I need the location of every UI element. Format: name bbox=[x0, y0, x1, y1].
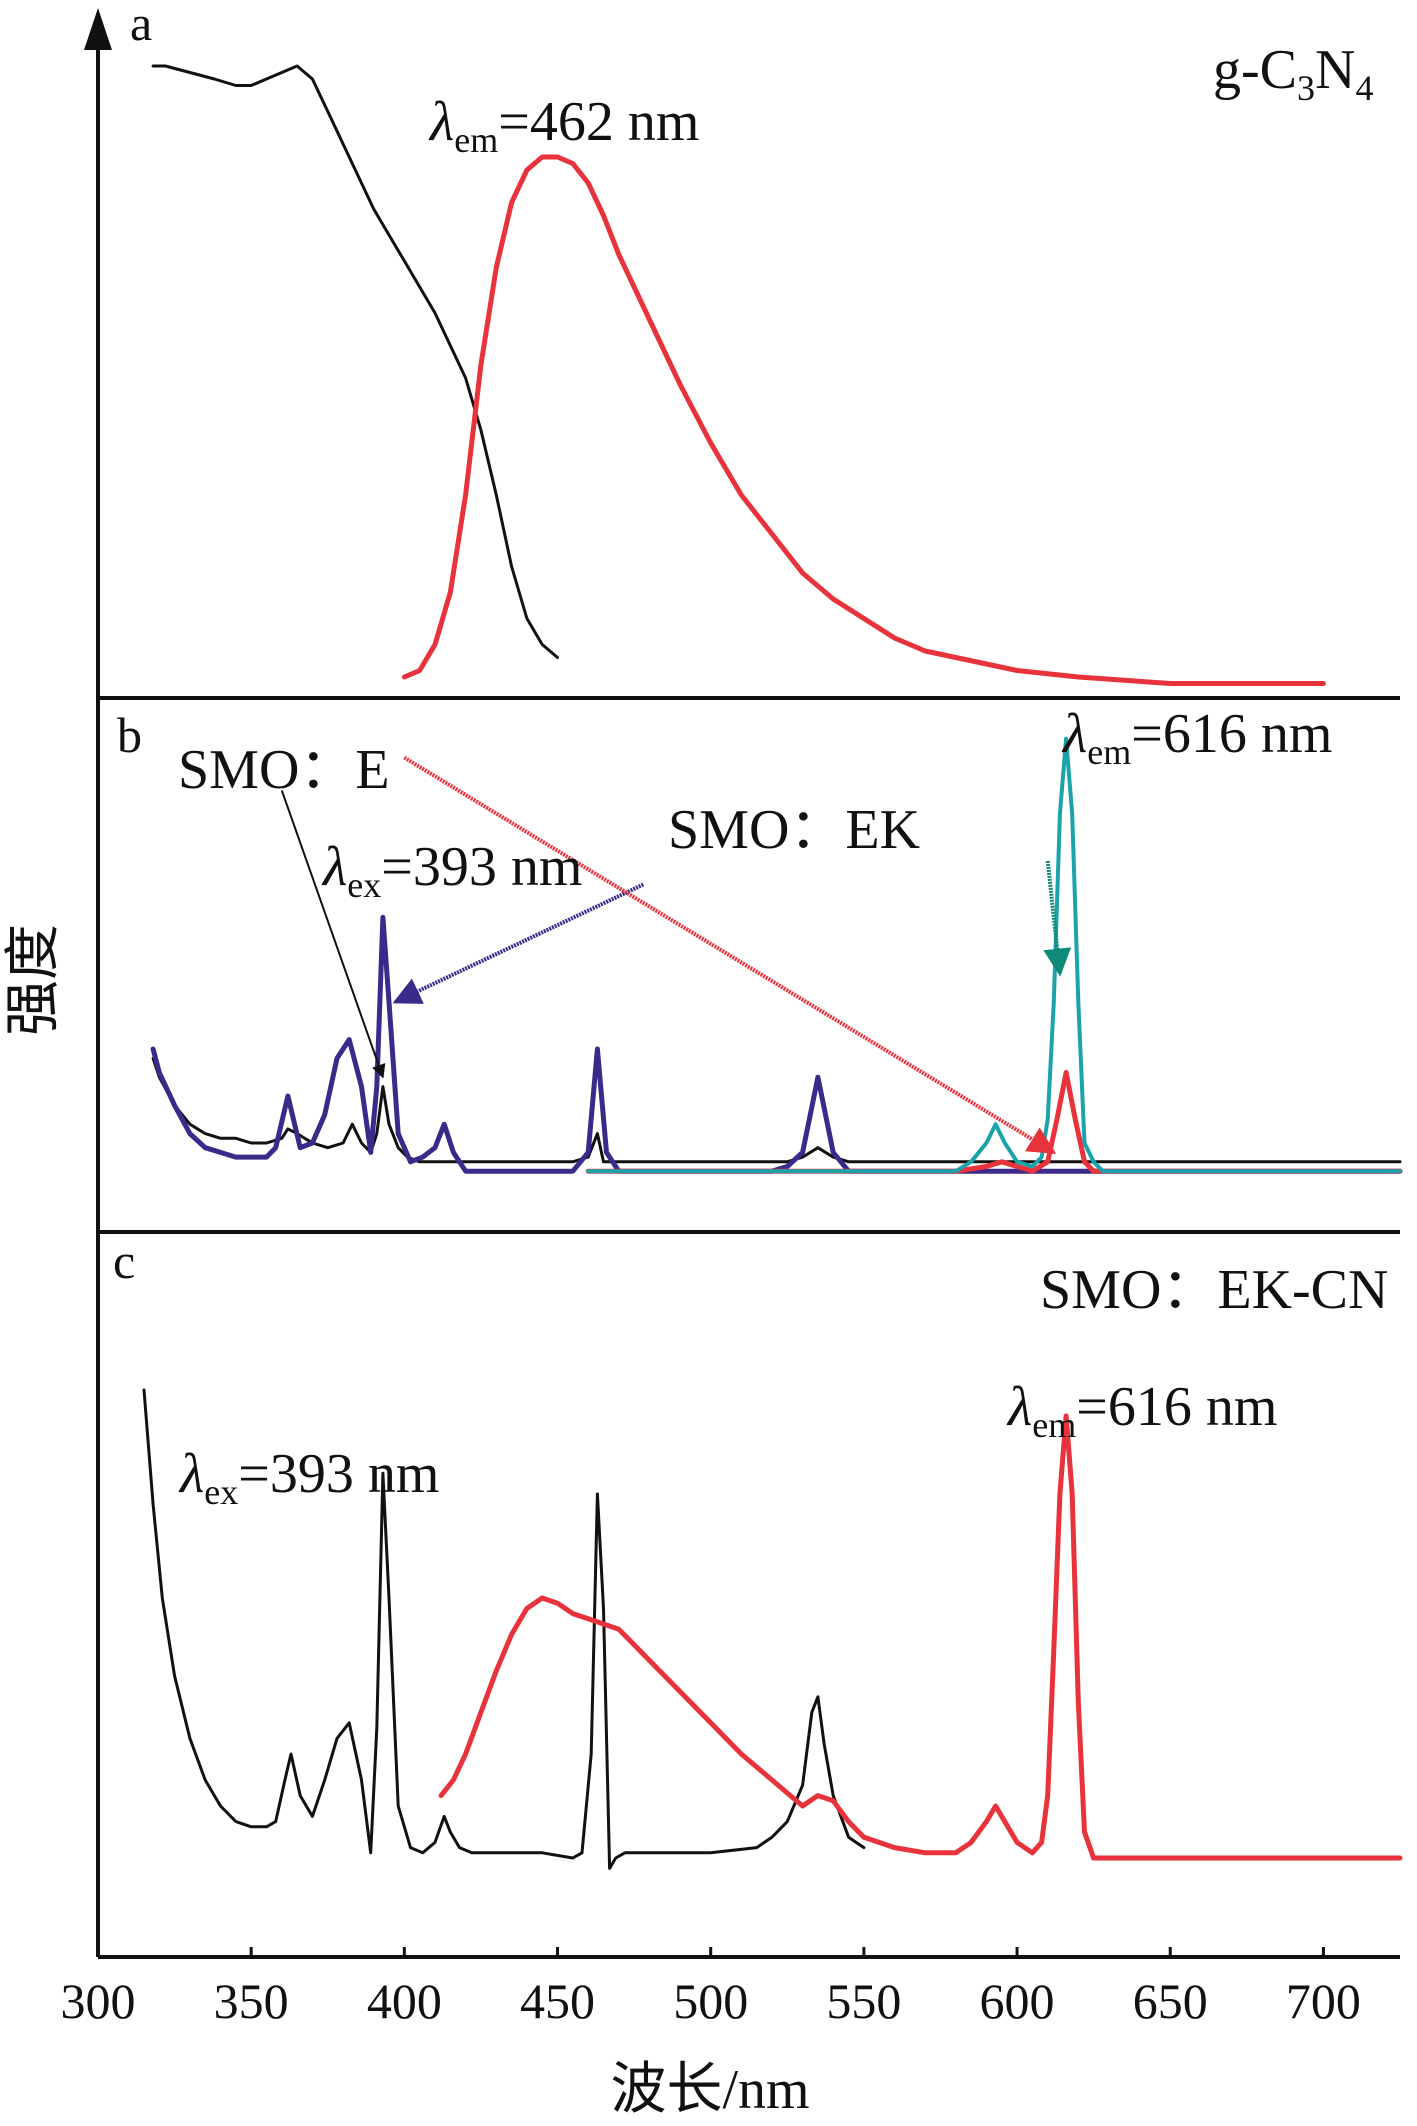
panel-a-sample-label: g-C3N4 bbox=[1213, 39, 1373, 108]
series-line-c-black bbox=[142, 1388, 866, 1870]
x-tick-label-350: 350 bbox=[214, 1973, 289, 2029]
panel-c-ex-annotation: λex=393 nm bbox=[178, 1443, 439, 1512]
series-line-b-red bbox=[585, 1070, 1403, 1174]
panel-c-em-annotation: λem=616 nm bbox=[1006, 1376, 1277, 1445]
x-tick-label-550: 550 bbox=[826, 1973, 901, 2029]
y-axis-title: 强度 bbox=[3, 924, 65, 1036]
x-tick-label-700: 700 bbox=[1286, 1973, 1361, 2029]
series-line-c-red bbox=[438, 1413, 1403, 1861]
panel-b-smo-e-label: SMO：E bbox=[178, 739, 390, 801]
y-axis-arrow-icon bbox=[84, 8, 112, 50]
series-line-b-black bbox=[151, 1056, 1402, 1164]
panel-letter-a: a bbox=[130, 0, 152, 51]
x-tick-label-500: 500 bbox=[673, 1973, 748, 2029]
x-axis-title: 波长/nm bbox=[610, 2059, 809, 2121]
series-line-b-teal bbox=[586, 736, 1402, 1174]
panel-letter-b: b bbox=[117, 707, 142, 763]
series-layer bbox=[142, 64, 1403, 1870]
arrow-layer bbox=[280, 755, 1072, 1155]
series-line-a-black bbox=[151, 64, 559, 659]
x-tick-label-650: 650 bbox=[1133, 1973, 1208, 2029]
annotation-arrow-b-green bbox=[1043, 860, 1072, 977]
x-tick-layer: 300 350 400 450 500 550 600 650 700 bbox=[61, 1947, 1361, 2029]
panel-c-sample-label: SMO：EK-CN bbox=[1040, 1259, 1388, 1321]
x-tick-label-450: 450 bbox=[520, 1973, 595, 2029]
annotation-arrow-b-purple bbox=[392, 882, 645, 1004]
series-line-a-red bbox=[401, 154, 1326, 686]
panel-b-smo-ek-label: SMO：EK bbox=[668, 799, 920, 861]
x-tick-label-400: 400 bbox=[367, 1973, 442, 2029]
x-tick-label-600: 600 bbox=[980, 1973, 1055, 2029]
x-tick-label-300: 300 bbox=[61, 1973, 136, 2029]
panel-a-em-annotation: λem=462 nm bbox=[428, 91, 699, 160]
panel-b-ex-annotation: λex=393 nm bbox=[321, 836, 582, 905]
annotation-arrow-b-red bbox=[403, 755, 1057, 1155]
panel-b-em-annotation: λem=616 nm bbox=[1061, 703, 1332, 772]
annotation-arrow-b-black bbox=[280, 790, 386, 1079]
series-line-b-purple bbox=[150, 914, 1403, 1174]
panel-letter-c: c bbox=[113, 1233, 135, 1289]
